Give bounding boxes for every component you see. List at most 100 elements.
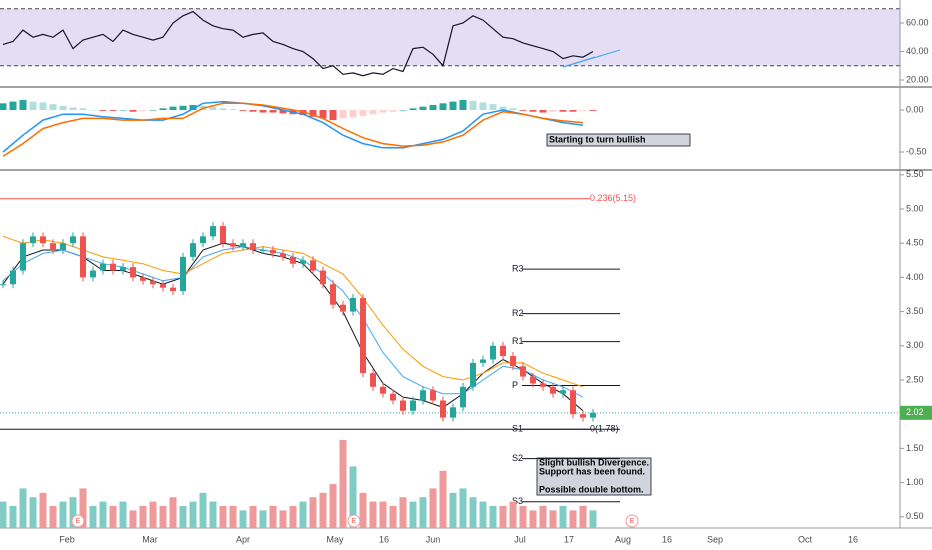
volume-bar [239, 510, 247, 528]
volume-bar [449, 492, 457, 528]
y-tick-label: 20.00 [906, 74, 929, 84]
candle-body [110, 263, 116, 271]
candle-body [330, 284, 336, 305]
volume-bar [79, 488, 87, 528]
last-price-box [900, 405, 932, 420]
candle-body [310, 260, 316, 271]
volume-bar [49, 506, 57, 528]
candle-body [440, 400, 446, 418]
candle-body [140, 277, 146, 281]
y-tick-label: 4.50 [906, 238, 924, 248]
volume-bar [379, 501, 387, 528]
volume-bar [399, 497, 407, 528]
macd-histogram-bar [509, 108, 517, 111]
candle-body [70, 236, 76, 244]
macd-histogram-bar [409, 108, 417, 111]
volume-bar [19, 488, 27, 528]
macd-histogram-bar [269, 110, 277, 113]
annotation-box [536, 457, 652, 496]
macd-histogram-bar [339, 110, 347, 119]
y-tick-label: 0.50 [906, 511, 924, 521]
macd-histogram-bar [39, 102, 47, 111]
volume-bar [219, 506, 227, 528]
candle-body [470, 362, 476, 387]
candle-body [160, 284, 166, 288]
macd-histogram-bar [449, 101, 457, 111]
divergence-trendline [562, 56, 596, 68]
volume-bar [129, 510, 137, 528]
earnings-marker [625, 514, 639, 528]
candle-body [410, 400, 416, 411]
macd-histogram-bar [189, 104, 197, 111]
volume-bar [329, 484, 337, 528]
volume-bar [519, 506, 527, 528]
candle-body [480, 359, 486, 363]
macd-histogram-bar [179, 105, 187, 111]
candle-body [240, 243, 246, 247]
macd-histogram-bar [529, 110, 537, 112]
macd-histogram-bar [429, 104, 437, 111]
macd-histogram-bar [49, 104, 57, 111]
candle-body [50, 243, 56, 251]
macd-histogram-bar [479, 102, 487, 111]
x-tick-label: Oct [798, 534, 813, 544]
candle-body [350, 297, 356, 312]
volume-bar [549, 510, 557, 528]
annotation-text: Possible double bottom. [539, 484, 644, 494]
x-tick-label: 16 [662, 534, 672, 544]
x-tick-label: Sep [707, 534, 723, 544]
macd-histogram-bar [79, 108, 87, 111]
volume-bar [569, 510, 577, 528]
volume-bar [539, 506, 547, 528]
macd-histogram-bar [319, 110, 327, 119]
candle-body [250, 243, 256, 251]
macd-histogram-bar [219, 108, 227, 111]
y-tick-label: 5.50 [906, 169, 924, 179]
volume-bar [339, 440, 347, 528]
candle-body [300, 260, 306, 264]
volume-bar [459, 488, 467, 528]
y-tick-label: 0.00 [906, 104, 924, 114]
volume-bar [269, 506, 277, 528]
macd-histogram-bar [159, 108, 167, 111]
candle-body [570, 390, 576, 415]
y-tick-label: 5.00 [906, 203, 924, 213]
volume-bar [149, 501, 157, 528]
macd-histogram-bar [209, 106, 217, 111]
macd-histogram-bar [0, 103, 7, 111]
annotation: Starting to turn bullish [546, 133, 691, 147]
candle-body [120, 267, 126, 271]
volume-bar [439, 470, 447, 528]
volume-bar [69, 497, 77, 528]
candle-body [320, 270, 326, 285]
macd-histogram-bar [569, 110, 577, 112]
earnings-marker [71, 514, 85, 528]
macd-histogram-bar [579, 110, 587, 111]
y-tick-label: 1.50 [906, 443, 924, 453]
volume-bar [99, 501, 107, 528]
last-price-label: 2.02 [906, 407, 924, 417]
macd-histogram-bar [369, 110, 377, 115]
volume-bar [209, 501, 217, 528]
macd-histogram-bar [169, 106, 177, 111]
volume-bar [419, 497, 427, 528]
fib-label: 0(1.78) [590, 424, 619, 434]
macd-histogram-bar [9, 101, 17, 111]
x-tick-label: Apr [236, 534, 250, 544]
candle-body [340, 304, 346, 312]
y-tick-label: 40.00 [906, 46, 929, 56]
y-tick-label: 3.50 [906, 306, 924, 316]
macd-histogram-bar [489, 104, 497, 111]
y-tick-label: -0.50 [906, 146, 927, 156]
y-tick-label: 2.50 [906, 374, 924, 384]
candle-body [590, 412, 596, 418]
candle-body [530, 376, 536, 384]
candle-body [280, 253, 286, 257]
macd-histogram-bar [299, 110, 307, 116]
y-tick-label: 4.00 [906, 272, 924, 282]
volume-bar [349, 466, 357, 528]
macd-histogram-bar [519, 110, 527, 111]
volume-bar [139, 506, 147, 528]
volume-bar [89, 506, 97, 528]
